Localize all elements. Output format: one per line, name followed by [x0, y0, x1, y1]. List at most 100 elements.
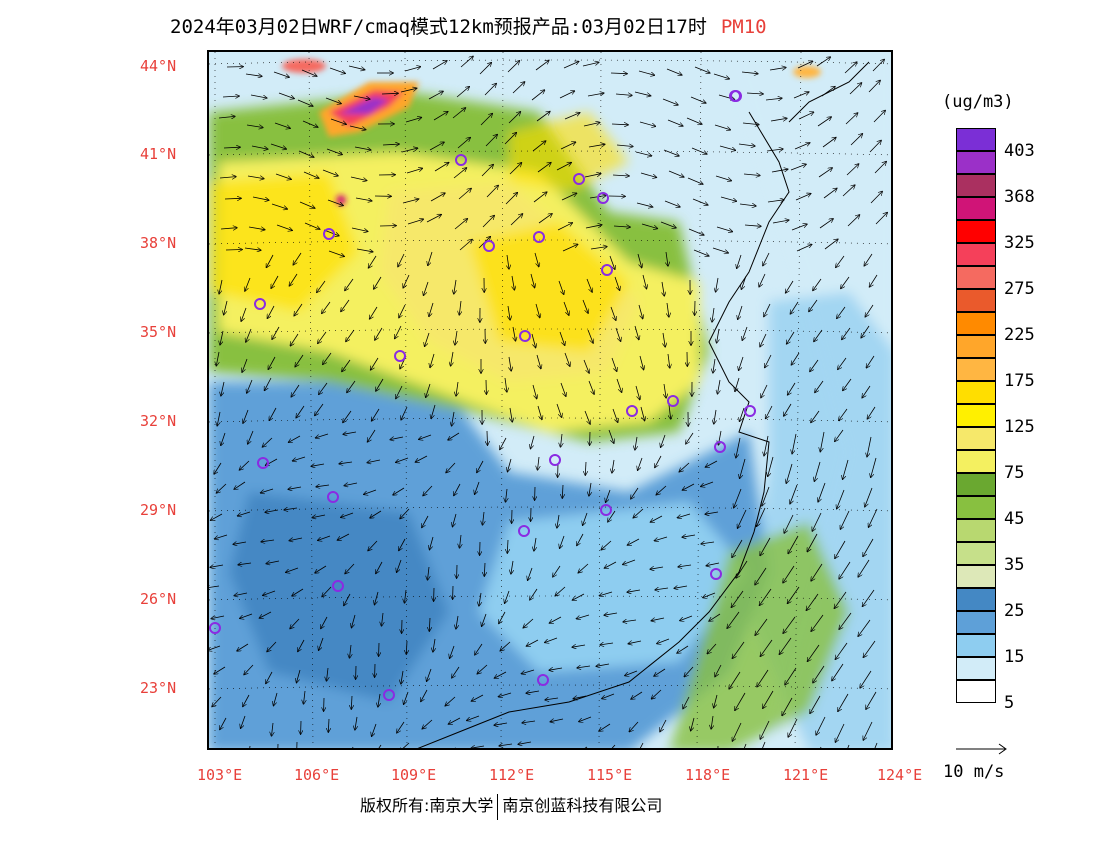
wind-arrow — [712, 247, 728, 253]
wind-arrow — [450, 645, 455, 658]
wind-arrow — [367, 460, 381, 463]
wind-arrow — [683, 696, 690, 709]
wind-arrow — [455, 330, 457, 345]
wind-arrow — [559, 331, 565, 345]
wind-arrow — [518, 742, 532, 744]
wind-arrow — [530, 588, 538, 600]
wind-arrow — [212, 696, 222, 707]
wind-arrow — [784, 403, 792, 416]
wind-arrow — [761, 384, 768, 398]
wind-arrow — [405, 118, 421, 123]
wind-arrow — [873, 111, 885, 123]
wind-arrow — [636, 202, 653, 207]
wind-arrow — [223, 147, 240, 148]
station-marker — [323, 228, 335, 240]
wind-arrow — [233, 542, 247, 544]
wind-arrow — [678, 565, 692, 567]
wind-arrow — [634, 91, 651, 96]
wind-arrow — [500, 437, 507, 449]
forecast-map — [207, 50, 893, 750]
wind-arrow — [788, 718, 798, 737]
wind-arrow — [499, 744, 513, 746]
wind-arrow — [545, 698, 559, 700]
wind-arrow — [694, 66, 710, 73]
wind-arrow — [656, 485, 667, 495]
wind-arrow — [664, 383, 666, 398]
wind-arrow — [760, 537, 771, 555]
wind-arrow — [587, 329, 593, 343]
wind-arrow — [370, 306, 378, 319]
wind-arrow — [288, 487, 302, 489]
wind-arrow — [602, 693, 615, 699]
wind-arrow — [732, 539, 743, 557]
wind-arrow — [371, 357, 379, 370]
wind-arrow — [422, 515, 429, 527]
wind-arrow — [839, 561, 851, 579]
station-marker — [597, 192, 609, 204]
wind-arrow — [368, 429, 376, 442]
wind-arrow — [832, 663, 844, 681]
wind-arrow — [270, 143, 286, 149]
wind-arrow — [247, 379, 253, 393]
wind-arrow — [330, 118, 346, 124]
legend-swatch — [956, 358, 996, 381]
wind-arrow — [600, 643, 614, 645]
wind-arrow — [736, 437, 741, 458]
wind-arrow — [585, 225, 602, 229]
wind-arrow — [510, 214, 523, 226]
wind-arrow — [631, 691, 643, 699]
wind-arrow — [564, 352, 570, 366]
wind-arrow — [682, 535, 696, 537]
wind-arrow — [245, 74, 262, 76]
wind-arrow — [766, 149, 783, 151]
lat-label-35: 35°N — [140, 323, 177, 341]
wind-arrow — [564, 113, 580, 120]
wind-arrow — [404, 67, 420, 72]
wind-arrow — [327, 667, 329, 681]
wind-arrow — [404, 691, 409, 704]
wind-arrow — [290, 618, 300, 629]
wind-arrow — [875, 213, 887, 225]
wind-arrow — [739, 204, 756, 206]
wind-arrow — [273, 71, 289, 77]
wind-arrow — [729, 671, 741, 689]
legend-swatch — [956, 289, 996, 312]
wind-arrow — [390, 437, 404, 440]
wind-arrow — [791, 352, 800, 365]
wind-arrow — [372, 723, 377, 736]
wind-arrow — [431, 404, 436, 418]
wind-arrow — [759, 273, 766, 287]
wind-arrow — [246, 125, 263, 128]
wind-arrow — [456, 87, 469, 98]
wind-arrow — [740, 407, 745, 421]
wind-arrow — [209, 586, 220, 588]
wind-arrow — [341, 512, 354, 517]
wind-arrow — [813, 665, 825, 683]
wind-arrow — [786, 749, 793, 750]
wind-arrow — [810, 359, 819, 371]
station-marker — [332, 580, 344, 592]
wind-arrow — [339, 462, 353, 464]
wind-arrow — [523, 618, 534, 628]
station-marker — [455, 154, 467, 166]
wind-arrow — [847, 215, 860, 227]
wind-arrow — [495, 671, 507, 678]
wind-arrow — [271, 203, 287, 209]
wind-arrow — [732, 722, 742, 741]
wind-arrow — [714, 694, 718, 708]
station-marker — [254, 298, 266, 310]
wind-arrow — [370, 510, 382, 518]
wind-arrow — [819, 219, 833, 229]
wind-arrow — [578, 563, 589, 573]
wind-arrow — [224, 300, 228, 315]
wind-arrow — [651, 515, 663, 522]
wind-arrow — [345, 563, 355, 574]
wind-arrow — [261, 488, 274, 493]
wind-arrow — [321, 616, 328, 628]
lat-label-26: 26°N — [140, 590, 177, 608]
wind-arrow — [214, 666, 226, 674]
wind-arrow — [690, 96, 706, 103]
wind-arrow — [325, 97, 341, 104]
wind-arrow — [481, 165, 493, 177]
wind-arrow — [762, 741, 766, 748]
